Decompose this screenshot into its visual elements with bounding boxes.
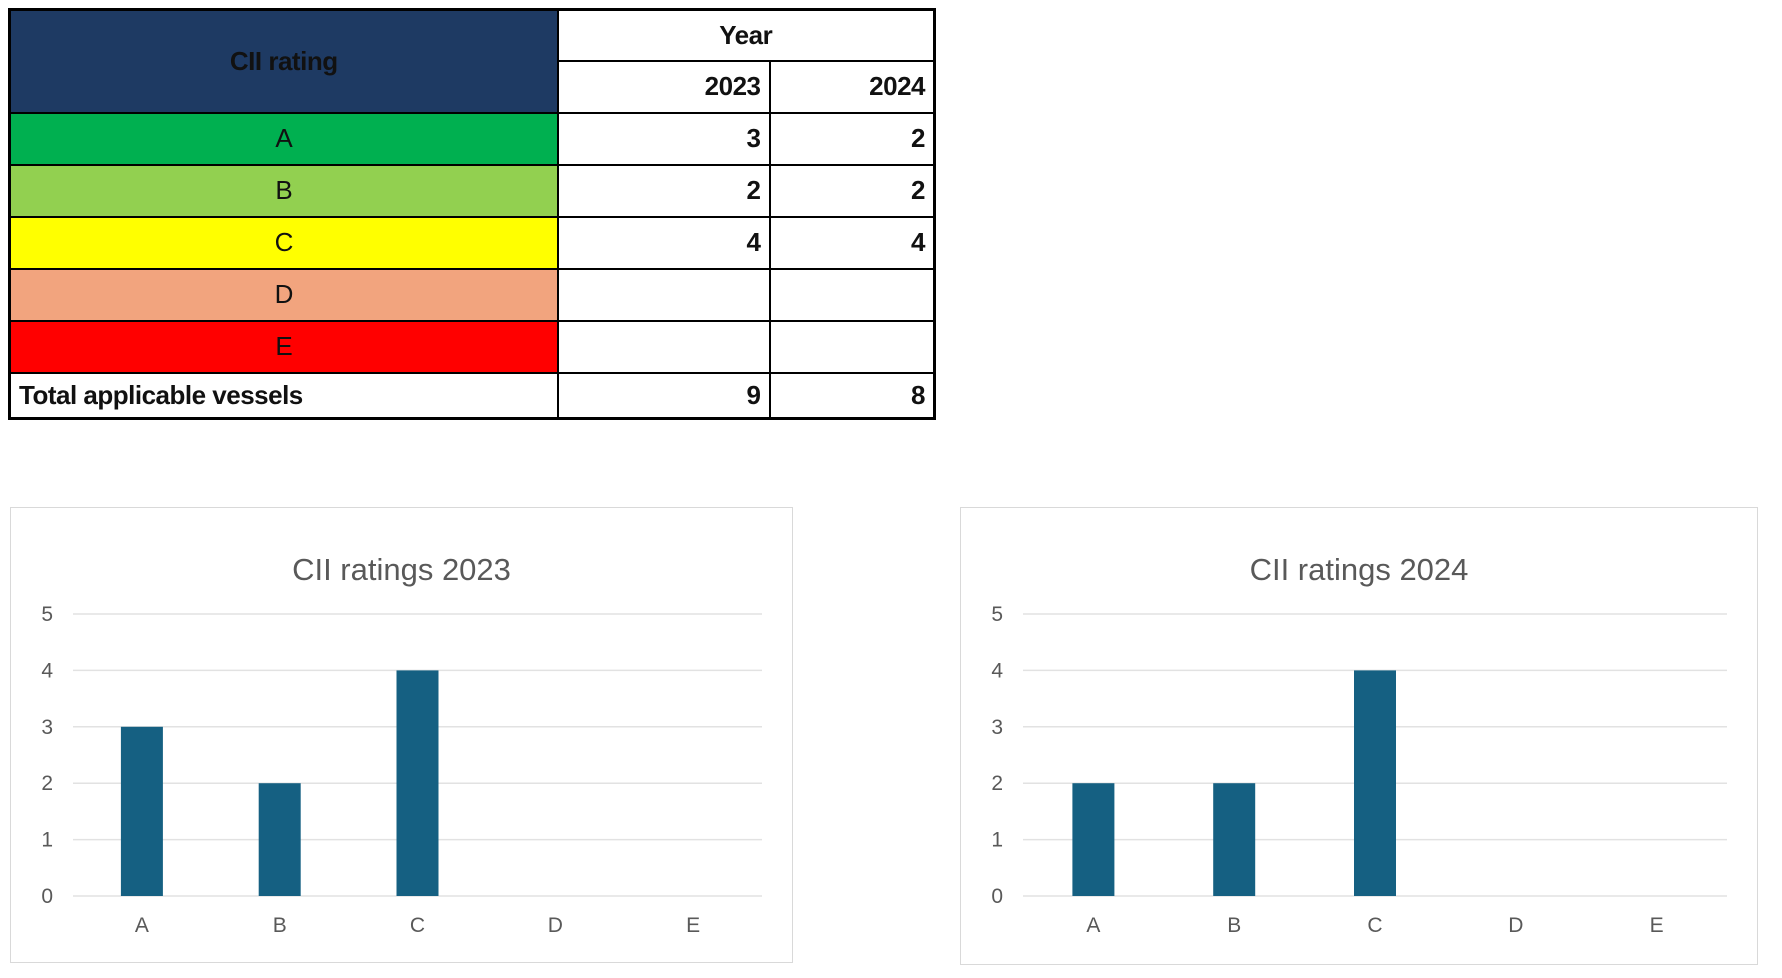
- bar-A: [120, 726, 163, 896]
- table-header-cii-rating: CII rating: [8, 8, 559, 114]
- x-tick-E: E: [686, 914, 700, 937]
- value-c-2024: 4: [768, 215, 936, 270]
- rating-label-c: C: [8, 215, 559, 270]
- total-label: Total applicable vessels: [8, 371, 559, 420]
- table-header-year: Year: [556, 8, 936, 62]
- value-d-2023: [556, 267, 771, 322]
- y-tick-1: 1: [41, 829, 53, 852]
- x-tick-D: D: [548, 914, 563, 937]
- x-tick-B: B: [1227, 914, 1241, 937]
- value-c-2023: 4: [556, 215, 771, 270]
- bar-B: [1213, 783, 1256, 896]
- bar-C: [396, 670, 439, 896]
- table-header-2023: 2023: [556, 59, 771, 114]
- bar-chart-cii-2024: CII ratings 2024 0 1 2 3 4 5 A B C D E: [960, 507, 1758, 965]
- rating-label-d: D: [8, 267, 559, 322]
- y-tick-2: 2: [991, 772, 1003, 795]
- x-tick-B: B: [273, 914, 287, 937]
- y-tick-2: 2: [41, 772, 53, 795]
- chart-title: CII ratings 2024: [1250, 552, 1469, 587]
- value-a-2023: 3: [556, 111, 771, 166]
- x-tick-C: C: [1367, 914, 1382, 937]
- y-tick-4: 4: [41, 659, 53, 682]
- x-tick-D: D: [1508, 914, 1523, 937]
- table-row-total: Total applicable vessels 9 8: [8, 371, 936, 420]
- value-a-2024: 2: [768, 111, 936, 166]
- x-tick-C: C: [410, 914, 425, 937]
- total-2024: 8: [768, 371, 936, 420]
- y-tick-4: 4: [991, 659, 1003, 682]
- y-tick-3: 3: [991, 716, 1003, 739]
- bar-chart-cii-2023: CII ratings 2023 0 1 2 3 4 5 A B C D E: [10, 507, 793, 963]
- table-row-e: E: [8, 319, 936, 374]
- x-tick-A: A: [135, 914, 149, 937]
- cii-rating-table: CII rating Year 2023 2024 A 3 2 B 2 2 C …: [8, 8, 936, 420]
- chart-title: CII ratings 2023: [292, 552, 511, 587]
- rating-label-b: B: [8, 163, 559, 218]
- value-b-2024: 2: [768, 163, 936, 218]
- rating-label-a: A: [8, 111, 559, 166]
- table-row-b: B 2 2: [8, 163, 936, 218]
- value-d-2024: [768, 267, 936, 322]
- value-e-2023: [556, 319, 771, 374]
- table-header-2024: 2024: [768, 59, 936, 114]
- y-tick-5: 5: [991, 603, 1003, 626]
- rating-label-e: E: [8, 319, 559, 374]
- y-tick-5: 5: [41, 603, 53, 626]
- y-tick-3: 3: [41, 716, 53, 739]
- table-row-c: C 4 4: [8, 215, 936, 270]
- x-tick-E: E: [1650, 914, 1664, 937]
- y-tick-1: 1: [991, 829, 1003, 852]
- table-row-a: A 3 2: [8, 111, 936, 166]
- y-tick-0: 0: [991, 885, 1003, 908]
- value-e-2024: [768, 319, 936, 374]
- table-row-d: D: [8, 267, 936, 322]
- bar-C: [1354, 670, 1396, 896]
- y-tick-0: 0: [41, 885, 53, 908]
- x-tick-A: A: [1086, 914, 1100, 937]
- total-2023: 9: [556, 371, 771, 420]
- value-b-2023: 2: [556, 163, 771, 218]
- bar-A: [1072, 783, 1115, 896]
- bar-B: [258, 783, 301, 896]
